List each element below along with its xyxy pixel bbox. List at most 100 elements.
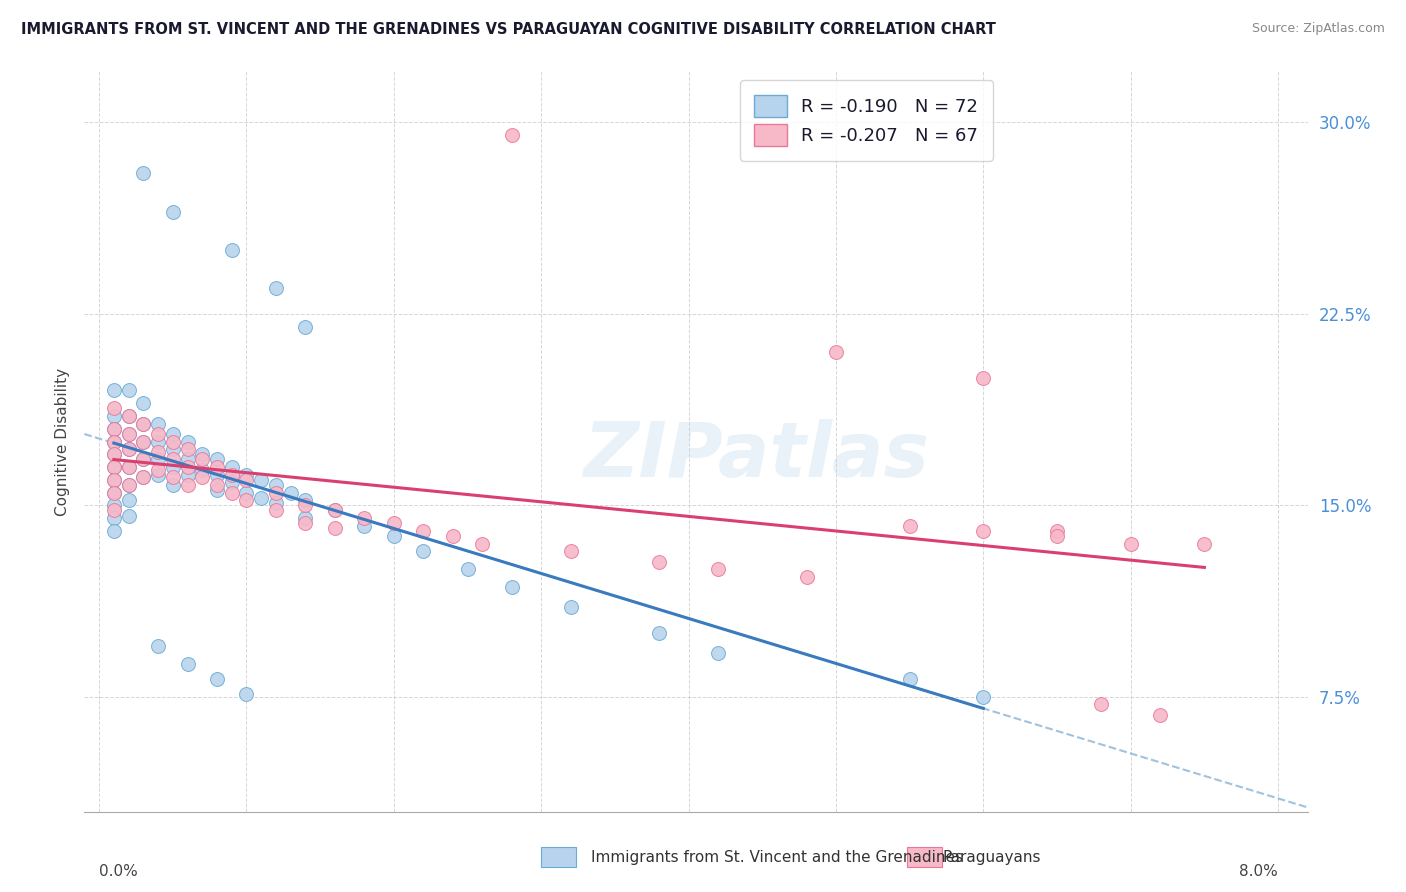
Point xyxy=(176,460,198,475)
Point xyxy=(103,499,125,513)
Point xyxy=(117,508,139,523)
Point xyxy=(146,426,169,441)
Point xyxy=(117,478,139,492)
Point xyxy=(103,447,125,461)
Point xyxy=(146,434,169,449)
Point xyxy=(353,518,375,533)
Point xyxy=(457,562,479,576)
Point xyxy=(825,345,848,359)
Point xyxy=(103,434,125,449)
Point xyxy=(1090,698,1112,712)
Point xyxy=(176,467,198,482)
Point xyxy=(103,511,125,525)
Point xyxy=(191,447,214,461)
Point xyxy=(221,467,243,482)
Point xyxy=(235,473,257,487)
Point xyxy=(1046,529,1069,543)
Point xyxy=(501,128,523,143)
Point xyxy=(176,434,198,449)
Point xyxy=(412,524,434,538)
Point xyxy=(103,447,125,461)
Point xyxy=(132,166,155,180)
Point xyxy=(235,485,257,500)
Point xyxy=(146,462,169,476)
Point xyxy=(323,503,346,517)
Point xyxy=(250,473,273,487)
Point xyxy=(117,409,139,423)
Point xyxy=(294,511,316,525)
Point xyxy=(117,460,139,475)
Point xyxy=(103,422,125,436)
Point xyxy=(103,485,125,500)
Point xyxy=(560,600,582,615)
Point xyxy=(146,452,169,467)
Point xyxy=(205,483,228,497)
Point xyxy=(235,493,257,508)
Text: ZIPatlas: ZIPatlas xyxy=(583,419,931,493)
Point xyxy=(264,478,287,492)
Point xyxy=(280,485,302,500)
Point xyxy=(103,401,125,416)
Point xyxy=(205,452,228,467)
Point xyxy=(382,516,405,531)
Point xyxy=(103,434,125,449)
Point xyxy=(162,470,184,484)
Point xyxy=(250,491,273,505)
Point xyxy=(117,384,139,398)
Point xyxy=(972,370,994,384)
Point xyxy=(412,544,434,558)
Point xyxy=(146,467,169,482)
Point xyxy=(132,396,155,410)
Point xyxy=(132,470,155,484)
Text: 0.0%: 0.0% xyxy=(98,863,138,879)
Point xyxy=(294,516,316,531)
Point xyxy=(235,467,257,482)
Point xyxy=(103,473,125,487)
Point xyxy=(205,467,228,482)
Point xyxy=(117,493,139,508)
Point xyxy=(382,529,405,543)
Point xyxy=(103,503,125,517)
Point xyxy=(353,511,375,525)
Point xyxy=(117,409,139,423)
Point xyxy=(221,485,243,500)
Point xyxy=(132,434,155,449)
Text: Paraguayans: Paraguayans xyxy=(942,850,1040,865)
Text: 8.0%: 8.0% xyxy=(1239,863,1278,879)
Point xyxy=(707,647,730,661)
Point xyxy=(235,687,257,701)
Y-axis label: Cognitive Disability: Cognitive Disability xyxy=(55,368,70,516)
Point xyxy=(648,626,671,640)
Point xyxy=(441,529,464,543)
Point xyxy=(898,672,921,686)
Point xyxy=(132,417,155,431)
Point xyxy=(1194,536,1216,550)
Point xyxy=(162,426,184,441)
Point xyxy=(294,499,316,513)
Point xyxy=(264,485,287,500)
Point xyxy=(221,475,243,490)
Point xyxy=(796,570,818,584)
Point xyxy=(191,462,214,476)
Point xyxy=(132,434,155,449)
Point xyxy=(1046,524,1069,538)
Text: Source: ZipAtlas.com: Source: ZipAtlas.com xyxy=(1251,22,1385,36)
Point xyxy=(323,503,346,517)
Point xyxy=(972,690,994,704)
Text: Immigrants from St. Vincent and the Grenadines: Immigrants from St. Vincent and the Gren… xyxy=(591,850,963,865)
Point xyxy=(146,639,169,653)
Legend: R = -0.190   N = 72, R = -0.207   N = 67: R = -0.190 N = 72, R = -0.207 N = 67 xyxy=(740,80,993,161)
Point xyxy=(294,493,316,508)
Point xyxy=(103,485,125,500)
Point xyxy=(560,544,582,558)
Point xyxy=(162,452,184,467)
Point xyxy=(205,460,228,475)
Point xyxy=(146,417,169,431)
Point xyxy=(972,524,994,538)
Point xyxy=(103,422,125,436)
Point xyxy=(176,657,198,671)
Point xyxy=(103,384,125,398)
Point xyxy=(103,409,125,423)
Point xyxy=(1149,707,1171,722)
Point xyxy=(162,460,184,475)
